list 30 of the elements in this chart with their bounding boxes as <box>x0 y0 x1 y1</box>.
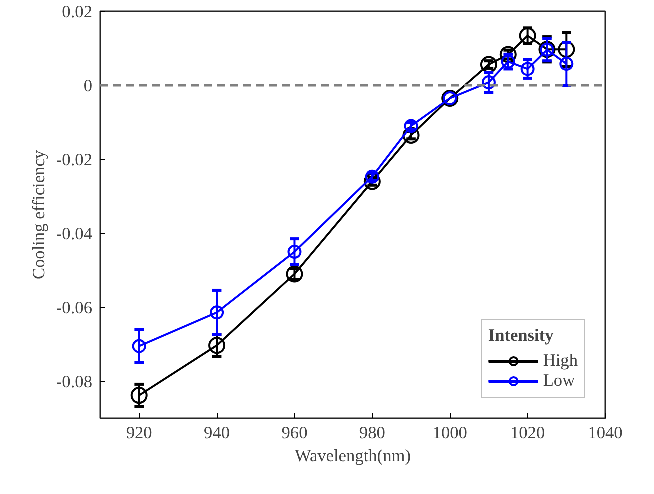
x-tick-label: 920 <box>126 424 152 442</box>
y-tick-label: -0.02 <box>56 150 93 170</box>
x-tick-label: 940 <box>204 424 230 442</box>
y-axis-title: Cooling efficiency <box>29 150 48 280</box>
legend-label: High <box>543 351 578 371</box>
point <box>210 306 224 320</box>
point <box>364 173 381 190</box>
x-axis-title: Wavelength(nm) <box>294 446 412 466</box>
point <box>520 62 535 76</box>
point <box>500 46 517 64</box>
x-tick-label: 1000 <box>432 424 468 442</box>
y-tick-label: 0.02 <box>62 2 93 22</box>
x-tick-label: 960 <box>282 424 308 442</box>
point <box>286 266 304 283</box>
legend-title: Intensity <box>488 326 555 346</box>
point <box>560 57 574 72</box>
point <box>208 337 226 354</box>
y-tick-label: 0 <box>84 76 93 96</box>
point <box>482 76 496 90</box>
point <box>519 27 536 44</box>
x-tick-label: 1020 <box>510 424 546 442</box>
point <box>288 245 302 259</box>
point <box>130 387 148 404</box>
x-tick-label: 980 <box>359 424 386 442</box>
y-tick-label: -0.04 <box>56 224 93 244</box>
legend-label: Low <box>543 371 576 391</box>
point <box>132 339 146 354</box>
y-tick-label: -0.08 <box>56 372 93 392</box>
x-tick-label: 1040 <box>588 424 623 442</box>
y-tick-label: -0.06 <box>56 298 93 318</box>
